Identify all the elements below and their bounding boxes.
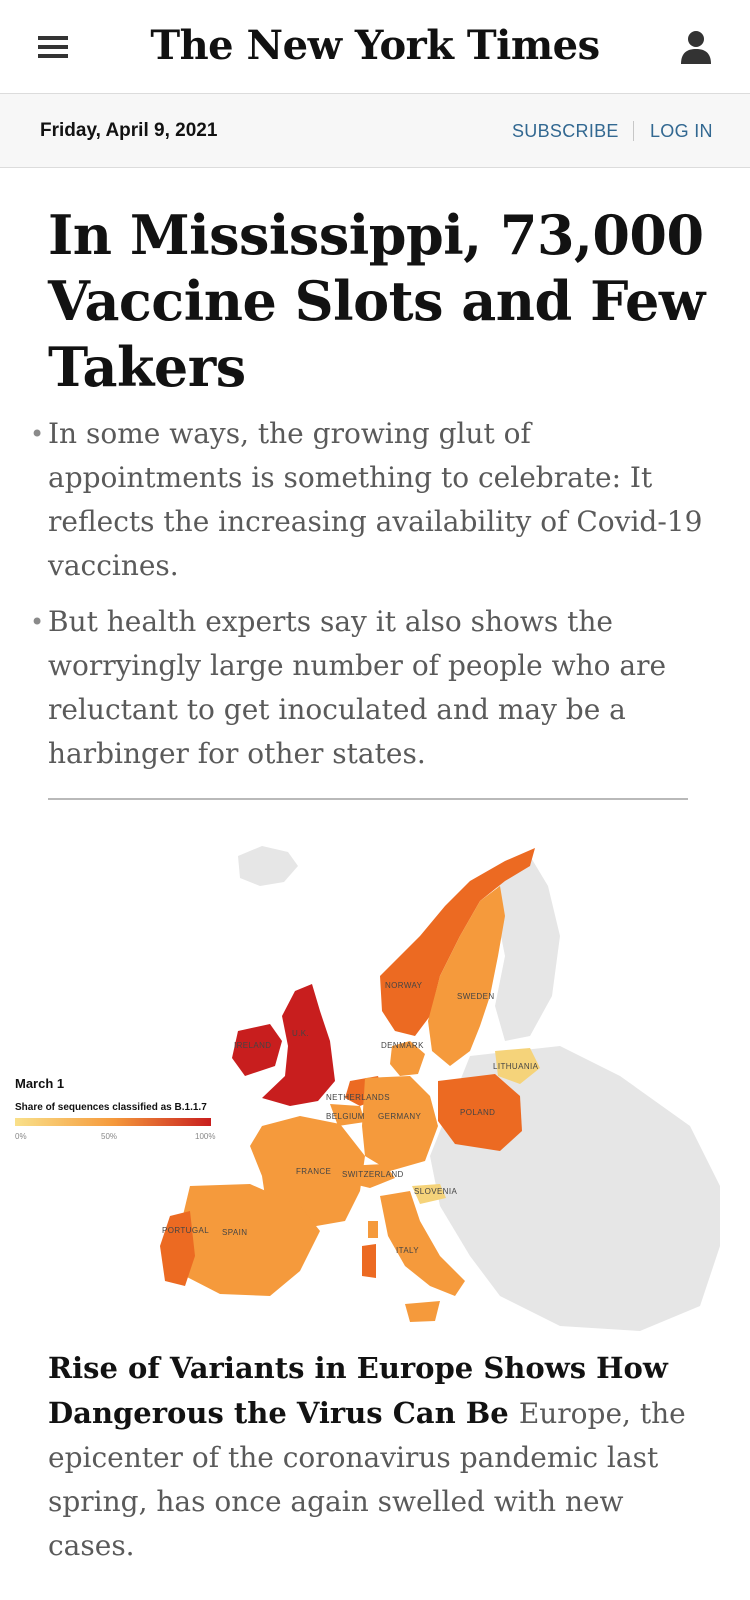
- map-graphic: NORWAY SWEDEN IRELAND U.K. DENMARK LITHU…: [15, 846, 720, 1331]
- sweden-shape: [428, 886, 505, 1066]
- summary-item: • But health experts say it also shows t…: [30, 600, 708, 776]
- iceland-shape: [238, 846, 298, 886]
- legend-tick-100: 100%: [195, 1132, 215, 1141]
- poland-shape: [438, 1074, 522, 1151]
- legend-subtitle: Share of sequences classified as B.1.1.7: [15, 1102, 207, 1113]
- subscribe-link[interactable]: SUBSCRIBE: [512, 121, 619, 141]
- denmark-shape: [390, 1041, 425, 1076]
- label-germany: GERMANY: [378, 1112, 422, 1121]
- legend-tick-50: 50%: [101, 1132, 117, 1141]
- label-denmark: DENMARK: [381, 1041, 424, 1050]
- summary-text: In some ways, the growing glut of appoin…: [48, 417, 703, 582]
- label-france: FRANCE: [296, 1167, 331, 1176]
- label-switzerland: SWITZERLAND: [342, 1170, 404, 1179]
- label-italy: ITALY: [396, 1246, 419, 1255]
- lead-headline[interactable]: In Mississippi, 73,000 Vaccine Slots and…: [48, 203, 705, 399]
- portugal-shape: [160, 1211, 195, 1286]
- slovenia-shape: [412, 1184, 446, 1204]
- bullet-icon: •: [30, 420, 45, 448]
- sicily-shape: [405, 1301, 440, 1322]
- date-bar: Friday, April 9, 2021 SUBSCRIBE LOG IN: [0, 94, 750, 168]
- ireland-shape: [232, 1024, 282, 1076]
- second-story-headline[interactable]: Rise of Variants in Europe Shows How Dan…: [48, 1351, 668, 1430]
- lithuania-shape: [495, 1048, 540, 1084]
- summary-item: • In some ways, the growing glut of appo…: [30, 412, 708, 588]
- login-link[interactable]: LOG IN: [650, 121, 713, 141]
- legend-tick-0: 0%: [15, 1132, 27, 1141]
- corsica-shape: [368, 1221, 378, 1238]
- switzerland-shape: [345, 1164, 395, 1188]
- belgium-shape: [330, 1104, 365, 1126]
- germany-shape: [362, 1076, 438, 1171]
- hamburger-menu-icon[interactable]: [38, 36, 68, 58]
- label-ireland: IRELAND: [234, 1041, 271, 1050]
- uk-shape: [262, 984, 335, 1106]
- label-sweden: SWEDEN: [457, 992, 495, 1001]
- label-norway: NORWAY: [385, 981, 423, 990]
- spain-shape: [178, 1184, 320, 1296]
- current-date: Friday, April 9, 2021: [40, 120, 218, 141]
- top-bar: The New York Times: [0, 0, 750, 94]
- norway-shape: [380, 848, 535, 1036]
- label-belgium: BELGIUM: [326, 1112, 365, 1121]
- label-uk: U.K.: [292, 1029, 309, 1038]
- divider: [633, 121, 634, 141]
- label-netherlands: NETHERLANDS: [326, 1093, 390, 1102]
- bullet-icon: •: [30, 608, 45, 636]
- legend-gradient-bar: [15, 1118, 211, 1126]
- europe-variant-map[interactable]: NORWAY SWEDEN IRELAND U.K. DENMARK LITHU…: [0, 826, 750, 1336]
- label-lithuania: LITHUANIA: [493, 1062, 539, 1071]
- label-portugal: PORTUGAL: [162, 1226, 209, 1235]
- label-slovenia: SLOVENIA: [414, 1187, 457, 1196]
- legend-title: March 1: [15, 1076, 64, 1091]
- second-story-summary: Europe, the epicenter of the coronavirus…: [48, 1397, 686, 1562]
- summary-text: But health experts say it also shows the…: [48, 605, 667, 770]
- masthead-logo[interactable]: The New York Times: [150, 22, 600, 69]
- sardinia-shape: [362, 1244, 376, 1278]
- second-story[interactable]: Rise of Variants in Europe Shows How Dan…: [48, 1346, 708, 1568]
- label-poland: POLAND: [460, 1108, 495, 1117]
- lead-summary-list: • In some ways, the growing glut of appo…: [30, 412, 708, 788]
- user-icon[interactable]: [680, 30, 712, 64]
- label-spain: SPAIN: [222, 1228, 247, 1237]
- finland-shape: [495, 856, 560, 1041]
- italy-shape: [380, 1191, 465, 1296]
- section-divider: [48, 798, 688, 800]
